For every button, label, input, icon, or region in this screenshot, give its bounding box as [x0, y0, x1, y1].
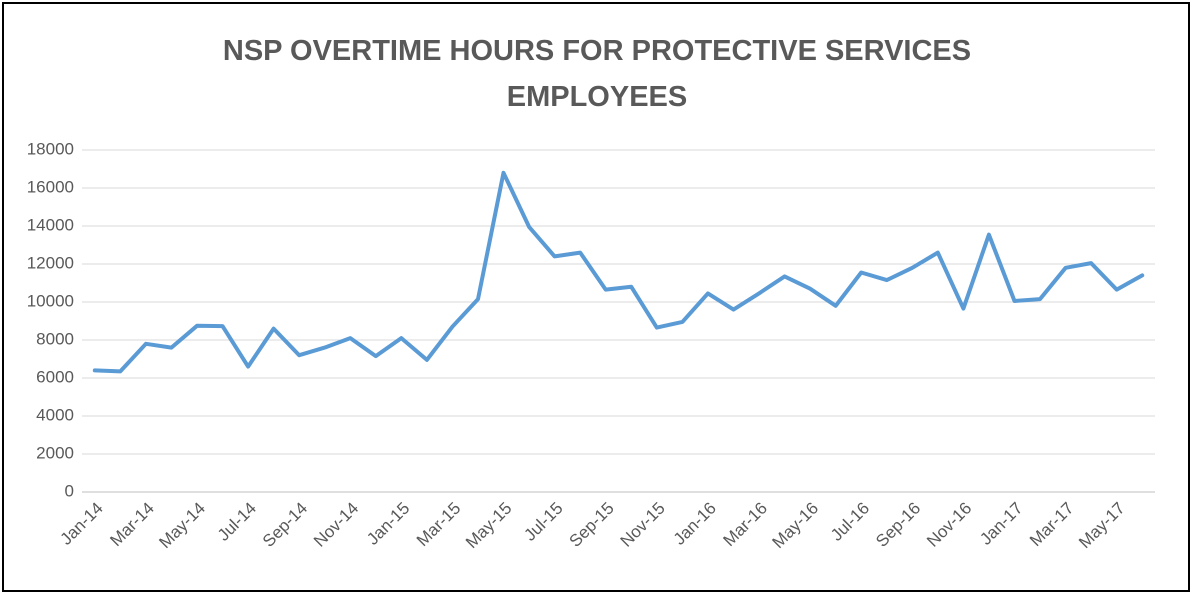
x-tick-label: Jul-14 [214, 499, 260, 545]
x-tick-label: Sep-15 [566, 499, 618, 551]
x-tick-label: Jan-15 [363, 499, 413, 549]
x-tick-label: Jan-14 [57, 499, 107, 549]
x-tick-label: Mar-17 [1026, 499, 1078, 551]
y-tick-label: 0 [65, 481, 74, 500]
x-tick-label: Jul-16 [827, 499, 873, 545]
line-series [92, 170, 1145, 374]
y-tick-label: 14000 [27, 215, 74, 234]
x-tick-label: May-15 [462, 499, 516, 553]
y-tick-label: 12000 [27, 253, 74, 272]
chart-title: NSP OVERTIME HOURS FOR PROTECTIVE SERVIC… [222, 35, 972, 113]
x-tick-label: Nov-14 [310, 499, 362, 551]
x-tick-label: Sep-16 [872, 499, 924, 551]
y-tick-label: 2000 [36, 443, 74, 462]
x-tick-label: Nov-15 [617, 499, 669, 551]
y-tick-label: 8000 [36, 329, 74, 348]
x-tick-label: May-14 [155, 499, 209, 553]
y-tick-label: 10000 [27, 291, 74, 310]
x-tick-label: Sep-14 [259, 499, 311, 551]
x-tick-label: May-17 [1075, 499, 1129, 553]
x-tick-label: May-16 [769, 499, 823, 553]
x-tick-label: Jan-16 [670, 499, 720, 549]
x-tick-label: Mar-16 [719, 499, 771, 551]
x-tick-label: Jul-15 [520, 499, 566, 545]
y-tick-label: 6000 [36, 367, 74, 386]
x-tick-label: Jan-17 [976, 499, 1026, 549]
x-tick-label: Mar-15 [413, 499, 465, 551]
x-tick-label: Mar-14 [106, 499, 158, 551]
y-tick-label: 18000 [27, 139, 74, 158]
x-tick-label: Nov-16 [923, 499, 975, 551]
y-tick-label: 4000 [36, 405, 74, 424]
y-tick-label: 16000 [27, 177, 74, 196]
